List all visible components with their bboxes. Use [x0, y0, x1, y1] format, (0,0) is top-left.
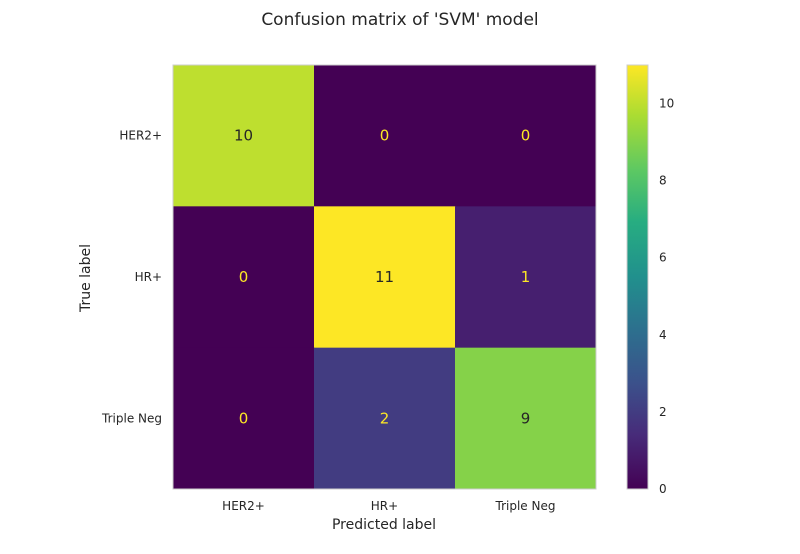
colorbar-tick-labels: 0 2 4 6 8 10 — [659, 97, 674, 496]
heatmap-cell — [455, 65, 597, 207]
cell-value-label: 1 — [521, 268, 531, 286]
y-tick-label: HR+ — [135, 270, 162, 284]
colorbar-tick-label: 0 — [659, 482, 667, 496]
x-tick-label: HER2+ — [222, 499, 265, 513]
y-tick-labels: HER2+ HR+ Triple Neg — [101, 129, 162, 426]
cell-value-label: 0 — [521, 127, 531, 145]
heatmap-cell — [455, 347, 597, 490]
heatmap-cell — [173, 347, 315, 490]
plot-frame — [172, 64, 597, 490]
cell-value-label: 0 — [239, 409, 249, 427]
colorbar-tick-label: 6 — [659, 251, 667, 265]
heatmap-cell — [314, 347, 456, 490]
heatmap-cell — [173, 65, 315, 207]
colorbar-tick-label: 2 — [659, 405, 667, 419]
colorbar-tick-label: 8 — [659, 174, 667, 188]
heatmap-cell — [455, 206, 597, 349]
cell-value-label: 2 — [380, 409, 390, 427]
cell-value-label: 0 — [239, 268, 249, 286]
colorbar — [626, 64, 649, 490]
y-axis-label: True label — [78, 244, 94, 313]
chart-title: Confusion matrix of 'SVM' model — [261, 10, 538, 30]
colorbar-tick-label: 10 — [659, 97, 674, 111]
x-axis-label: Predicted label — [332, 517, 436, 533]
cell-value-label: 9 — [521, 409, 531, 427]
y-tick-label: Triple Neg — [101, 411, 162, 425]
x-tick-labels: HER2+ HR+ Triple Neg — [222, 499, 555, 513]
cell-value-label: 0 — [380, 127, 390, 145]
cell-value-label: 10 — [234, 127, 253, 145]
x-tick-label: Triple Neg — [495, 499, 556, 513]
colorbar-tick-label: 4 — [659, 328, 667, 342]
y-tick-label: HER2+ — [119, 129, 162, 143]
cell-value-label: 11 — [375, 268, 394, 286]
heatmap-cell — [173, 206, 315, 349]
heatmap-cell — [314, 65, 456, 207]
heatmap-cell — [314, 206, 456, 349]
heatmap-cells: 10 0 00 11 10 2 9 — [173, 65, 597, 490]
x-tick-label: HR+ — [371, 499, 398, 513]
